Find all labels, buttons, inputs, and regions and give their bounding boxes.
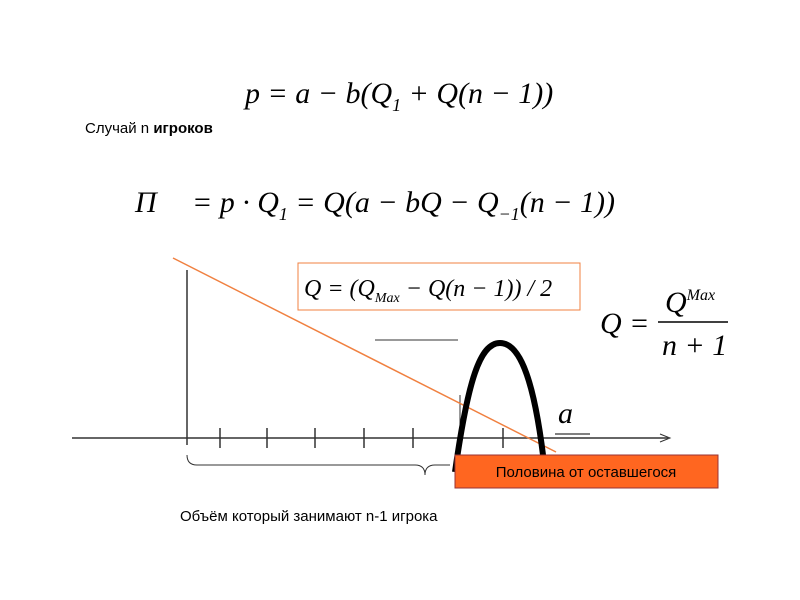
formula-part: + Q(n − 1)) [401,77,553,110]
formula-part: = p · Q [192,186,279,219]
formula-part: − Q(n − 1)) / 2 [400,276,552,302]
formula-sub: Max [374,291,401,306]
superscript: Max [686,287,715,304]
formula-part: p = a − b(Q [243,77,392,110]
fraction-a: a [558,397,573,430]
case-label-part: Случай n [85,120,153,137]
formula-right-left: Q = [600,307,649,340]
formula-part: = Q(a − bQ − Q [288,186,499,219]
formula-sub: −1 [499,204,520,224]
formula-sub: 1 [392,95,401,115]
formula-profit: = p · Q1 = Q(a − bQ − Q−1(n − 1)) [192,186,615,224]
denominator: n + 1 [662,329,727,362]
formula-sub: 1 [279,204,288,224]
case-label-bold: игроков [153,120,213,137]
formula-box [297,262,581,311]
formula-part: Q = (Q [304,276,375,302]
profit-symbol: Π [134,186,159,219]
formula-top: p = a − b(Q1 + Q(n − 1)) [243,77,553,115]
numerator: Q [665,286,687,319]
formula-right-num: QMax [665,286,715,319]
formula-part: (n − 1)) [520,186,615,219]
ticks [219,428,504,448]
formula-box-text: Q = (QMax − Q(n − 1)) / 2 [304,276,552,306]
profit-curve [452,339,548,473]
case-label: Случай n игроков [85,120,213,137]
demand-line [172,257,557,453]
brace [186,454,450,476]
bottom-label: Объём который занимают n-1 игрока [180,508,438,525]
highlight-label: Половина от оставшегося [496,464,677,481]
axis-arrow [659,433,672,443]
highlight-box [454,454,719,489]
